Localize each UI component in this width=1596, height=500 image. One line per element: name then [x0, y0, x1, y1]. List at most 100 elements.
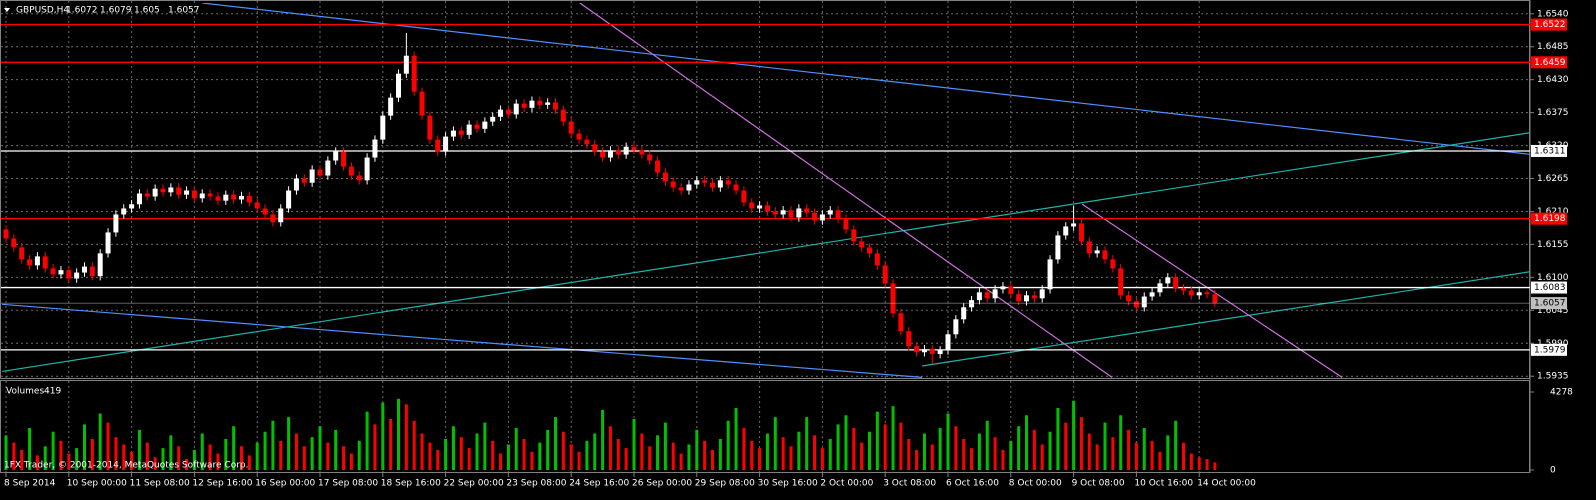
volume-bar [428, 442, 432, 470]
volume-bar [208, 444, 212, 470]
candle-body [1173, 277, 1179, 289]
x-tick-label: 16 Sep 00:00 [255, 479, 315, 489]
volume-bar [640, 433, 644, 470]
volume-bar [365, 411, 369, 470]
candle-body [859, 241, 865, 248]
candle-body [1055, 235, 1061, 260]
candle-body [655, 160, 661, 173]
volume-bar [899, 422, 903, 470]
volume-bar [177, 446, 181, 470]
header-close: 1.6057 [168, 6, 200, 16]
volume-bar [1127, 429, 1131, 470]
candle-body [521, 103, 527, 108]
volume-bar [1009, 440, 1013, 470]
volume-bar [83, 424, 86, 470]
candle-body [615, 150, 621, 155]
trendline [1081, 203, 1343, 378]
volume-bar [397, 398, 400, 470]
volume-bar [1103, 422, 1107, 470]
candle-body [670, 181, 676, 188]
level-label-box [1531, 281, 1567, 294]
candle-body [1063, 226, 1069, 236]
x-tick-label: 22 Sep 00:00 [444, 479, 504, 489]
candle-body [607, 150, 613, 158]
candle-body [450, 130, 456, 137]
candle-body [882, 265, 888, 284]
candle-body [1110, 259, 1116, 269]
volume-bar [813, 435, 817, 470]
volume-bar [1150, 440, 1154, 470]
menu-arrow[interactable] [4, 8, 10, 12]
trendline [202, 3, 1530, 155]
volume-bar [506, 444, 510, 470]
candle-body [66, 270, 72, 279]
volume-last: 419 [44, 387, 61, 397]
candle-body [560, 109, 566, 122]
candle-body [348, 166, 354, 176]
candle-body [788, 210, 794, 218]
candle-body [1118, 268, 1124, 296]
y-tick-label: 1.5990 [1537, 339, 1569, 349]
copyright: 1FX Trader, © 2001-2014, MetaQuotes Soft… [4, 461, 249, 471]
candle-body [867, 247, 872, 254]
candle-body [419, 91, 425, 116]
candle-body [1031, 295, 1037, 299]
candle-body [482, 121, 488, 129]
candle-body [976, 292, 982, 301]
candle-body [906, 331, 912, 347]
volume-bar [648, 446, 652, 470]
volume-bar [616, 439, 620, 470]
candle-body [796, 208, 802, 218]
candle-body [129, 204, 135, 209]
candle-body [411, 55, 417, 92]
candle-body [372, 139, 378, 158]
candle-body [505, 109, 511, 115]
candle-body [325, 160, 331, 176]
volume-bar [970, 448, 974, 470]
candle-body [168, 187, 174, 193]
candle-body [364, 157, 370, 181]
volume-bar [1025, 415, 1028, 470]
y-tick-label: 1.5935 [1537, 372, 1569, 382]
volume-bar [451, 426, 455, 470]
volume-bar [860, 442, 864, 470]
volume-bar [773, 417, 777, 470]
candle-body [694, 180, 700, 185]
candle-body [333, 151, 339, 161]
volume-bar [75, 448, 79, 470]
volume-bar [593, 433, 597, 470]
candle-body [231, 194, 237, 200]
volume-bar [20, 449, 24, 470]
candle-body [19, 247, 25, 260]
level-label-box [1531, 144, 1567, 157]
candle-body [1024, 295, 1029, 302]
bid-label-box [1531, 297, 1567, 310]
y-tick-label: 1.6155 [1537, 240, 1569, 250]
volume-bar [1001, 449, 1005, 470]
marks [1, 23, 1530, 470]
candle-body [992, 289, 998, 299]
candle-body [647, 154, 653, 161]
candle-body [223, 194, 229, 201]
bid-label: 1.6057 [1534, 299, 1566, 309]
y-tick-label: 1.6485 [1537, 42, 1569, 52]
volume-bar [875, 411, 879, 470]
volume-bar [993, 437, 997, 470]
volume-bar [962, 439, 966, 470]
candle-body [113, 214, 119, 233]
x-tick-label: 9 Oct 08:00 [1072, 479, 1125, 489]
candle-body [301, 178, 307, 183]
volume-title: Volumes [6, 387, 44, 397]
candle-body [874, 253, 880, 266]
volume-bar [499, 453, 503, 470]
volume-bar [1064, 422, 1068, 470]
candle-body [678, 187, 684, 191]
x-tick-label: 11 Sep 08:00 [130, 479, 190, 489]
volume-bar [491, 440, 495, 470]
candle-body [1141, 296, 1147, 308]
header-low: 1.605 [134, 6, 160, 16]
y-tick-label: 1.6430 [1537, 75, 1569, 85]
candle-body [686, 184, 692, 191]
level-label-box [1531, 18, 1567, 31]
trendline [2, 303, 923, 378]
